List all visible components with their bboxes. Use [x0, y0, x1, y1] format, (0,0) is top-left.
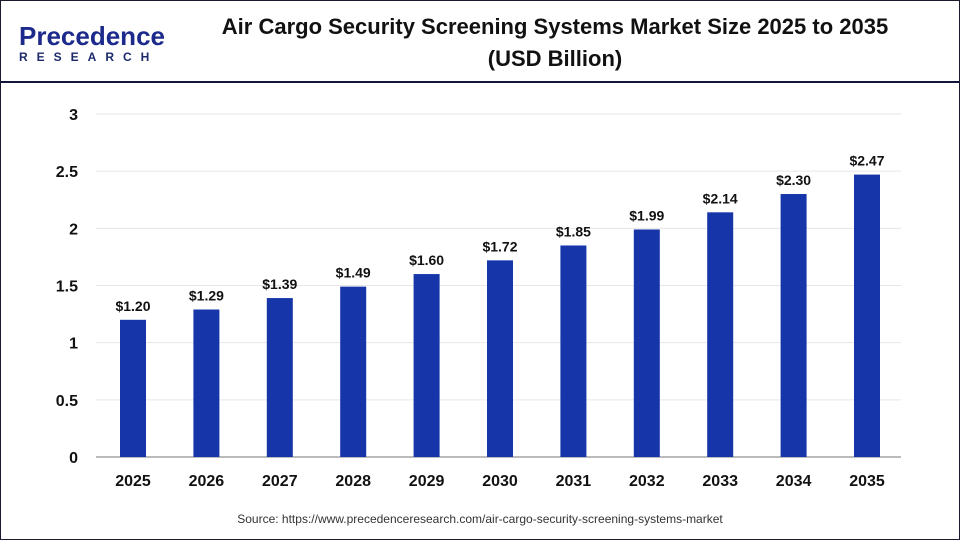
x-tick-label: 2030	[482, 473, 518, 490]
source-note: Source: https://www.precedenceresearch.c…	[237, 512, 723, 526]
data-label: $1.99	[629, 207, 664, 223]
y-tick-label: 0.5	[56, 393, 78, 410]
x-tick-label: 2034	[776, 473, 812, 490]
data-label: $1.39	[262, 276, 297, 292]
data-label: $2.30	[776, 172, 811, 188]
data-label: $1.72	[482, 238, 517, 254]
x-tick-label: 2027	[262, 473, 298, 490]
data-label: $1.49	[336, 265, 371, 281]
y-tick-label: 0	[69, 450, 78, 467]
x-tick-label: 2026	[189, 473, 225, 490]
logo-sub-text: RESEARCH	[19, 50, 159, 64]
data-label: $1.85	[556, 223, 591, 239]
header: Precedence RESEARCH Air Cargo Security S…	[1, 1, 959, 83]
bar-2027	[266, 298, 293, 457]
y-tick-label: 1.5	[56, 279, 78, 296]
bar-2028	[340, 286, 367, 457]
bar-2026	[193, 309, 220, 457]
precedence-research-logo: Precedence RESEARCH	[19, 21, 165, 64]
bar-2025	[120, 319, 146, 457]
x-tick-label: 2032	[629, 473, 665, 490]
bar-2030	[487, 260, 513, 457]
data-label: $1.29	[189, 288, 224, 304]
data-label: $1.60	[409, 252, 444, 268]
chart-title: Air Cargo Security Screening Systems Mar…	[151, 11, 959, 75]
bar-2033	[707, 212, 734, 457]
bar-2032	[633, 229, 660, 457]
title-line-2: (USD Billion)	[487, 46, 623, 71]
x-tick-label: 2028	[335, 473, 371, 490]
y-tick-label: 1	[69, 336, 78, 353]
x-tick-label: 2029	[409, 473, 445, 490]
bar-2034	[780, 194, 807, 458]
data-label: $2.47	[849, 153, 884, 169]
y-tick-label: 3	[69, 107, 78, 124]
x-tick-label: 2031	[556, 473, 592, 490]
x-tick-label: 2033	[702, 473, 738, 490]
x-tick-label: 2035	[849, 473, 885, 490]
bar-2035	[854, 174, 880, 457]
y-tick-label: 2	[69, 221, 78, 238]
bar-2031	[560, 245, 587, 457]
title-line-1: Air Cargo Security Screening Systems Mar…	[221, 14, 889, 39]
x-tick-label: 2025	[115, 473, 151, 490]
bar-2029	[413, 274, 440, 457]
logo-main-text: Precedence	[19, 21, 165, 51]
data-label: $2.14	[703, 190, 738, 206]
data-label: $1.20	[115, 298, 150, 314]
y-tick-label: 2.5	[56, 164, 78, 181]
